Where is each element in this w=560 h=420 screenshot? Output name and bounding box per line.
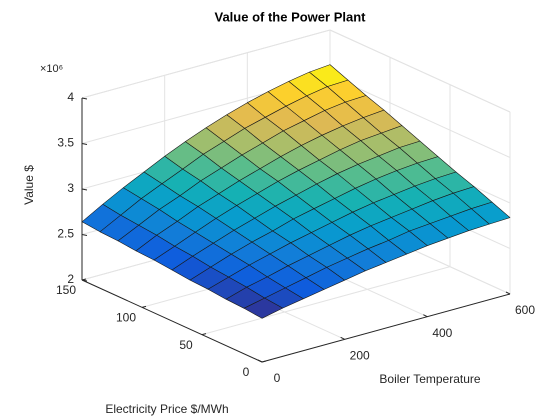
z-tick-label: 3.5 <box>57 136 74 150</box>
box-edge <box>329 29 511 113</box>
y-tick-label: 50 <box>179 338 193 352</box>
grid-line <box>201 266 451 336</box>
y-axis-label: Electricity Price $/MWh <box>105 402 228 416</box>
y-tick-label: 0 <box>243 365 250 379</box>
z-tick-label: 2.5 <box>57 227 74 241</box>
x-tick <box>505 291 511 295</box>
y-tick-label: 150 <box>56 283 76 297</box>
z-tick-label: 2 <box>67 272 74 286</box>
x-tick-label: 600 <box>515 303 535 317</box>
y-tick <box>261 360 267 363</box>
x-tick-label: 0 <box>274 371 281 385</box>
x-tick-label: 200 <box>350 349 370 363</box>
y-tick <box>141 305 147 308</box>
x-axis-line <box>261 293 511 363</box>
z-axis-label: Value $ <box>22 165 36 205</box>
z-tick <box>81 188 88 191</box>
z-tick <box>81 97 88 100</box>
z-tick <box>81 234 88 236</box>
z-tick-label: 3 <box>67 181 74 195</box>
y-tick-label: 100 <box>116 311 136 325</box>
surface-face <box>243 297 284 319</box>
y-tick <box>201 333 207 336</box>
x-tick <box>423 314 428 318</box>
labels: Value of the Power Plant Boiler Temperat… <box>22 9 535 416</box>
box-edge <box>81 29 331 99</box>
x-tick <box>257 359 263 363</box>
grid-line <box>329 75 511 158</box>
z-tick <box>81 279 88 282</box>
z-tick-label: 4 <box>67 90 74 104</box>
z-tick <box>81 143 88 145</box>
chart-title: Value of the Power Plant <box>215 9 367 24</box>
x-tick-label: 400 <box>432 326 452 340</box>
y-axis-line <box>81 279 263 363</box>
z-exponent-label: ×10⁶ <box>40 63 63 75</box>
surface <box>81 64 511 319</box>
x-tick <box>340 336 345 340</box>
x-axis-label: Boiler Temperature <box>379 372 480 386</box>
